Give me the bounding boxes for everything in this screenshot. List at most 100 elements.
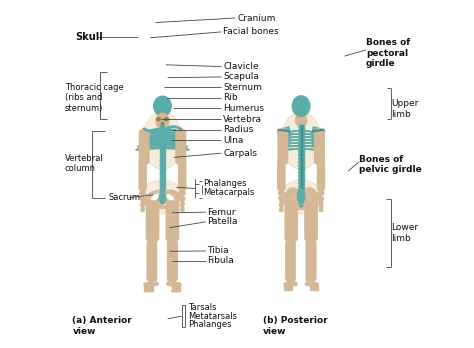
Bar <box>280 197 283 206</box>
Bar <box>182 206 183 211</box>
Ellipse shape <box>161 136 164 138</box>
Ellipse shape <box>152 194 173 205</box>
Ellipse shape <box>140 191 146 195</box>
Text: Metatarsals: Metatarsals <box>188 311 237 321</box>
Ellipse shape <box>150 278 155 281</box>
Ellipse shape <box>299 140 303 142</box>
Bar <box>320 206 321 211</box>
FancyBboxPatch shape <box>285 201 297 241</box>
Text: Clavicle: Clavicle <box>223 62 259 71</box>
Bar <box>140 197 145 205</box>
Ellipse shape <box>161 126 164 128</box>
Ellipse shape <box>150 291 151 292</box>
Ellipse shape <box>161 130 164 133</box>
Text: Cranium: Cranium <box>237 14 275 23</box>
Ellipse shape <box>142 128 146 133</box>
Bar <box>173 285 175 291</box>
Ellipse shape <box>289 236 294 240</box>
Bar <box>160 124 164 195</box>
Ellipse shape <box>309 236 314 240</box>
Text: Vertebra: Vertebra <box>223 115 262 124</box>
Ellipse shape <box>303 199 307 203</box>
Ellipse shape <box>161 128 164 130</box>
Ellipse shape <box>299 143 303 146</box>
Bar <box>280 206 283 211</box>
Ellipse shape <box>318 191 324 195</box>
Bar <box>301 192 302 195</box>
Bar <box>301 178 302 181</box>
Ellipse shape <box>299 179 304 181</box>
Bar <box>179 285 180 291</box>
Bar <box>301 129 302 132</box>
Bar <box>181 206 184 211</box>
Bar <box>301 143 302 146</box>
Ellipse shape <box>299 202 303 204</box>
Ellipse shape <box>299 182 304 184</box>
Ellipse shape <box>284 283 294 286</box>
Bar <box>301 188 302 191</box>
Ellipse shape <box>299 147 303 149</box>
Text: Sacrum: Sacrum <box>109 193 141 202</box>
Bar <box>146 285 148 291</box>
Ellipse shape <box>161 147 164 149</box>
Ellipse shape <box>156 113 169 129</box>
Ellipse shape <box>300 129 303 131</box>
Ellipse shape <box>299 126 303 128</box>
Ellipse shape <box>164 199 168 203</box>
Ellipse shape <box>309 283 318 286</box>
Text: Facial bones: Facial bones <box>223 27 279 37</box>
FancyBboxPatch shape <box>146 201 159 241</box>
Bar <box>142 206 144 211</box>
Bar <box>141 206 144 211</box>
Ellipse shape <box>164 118 168 121</box>
Ellipse shape <box>285 188 301 209</box>
Ellipse shape <box>152 291 153 292</box>
Ellipse shape <box>281 128 285 133</box>
Ellipse shape <box>145 291 146 292</box>
Bar <box>301 167 302 170</box>
Ellipse shape <box>317 128 322 133</box>
FancyBboxPatch shape <box>286 240 295 281</box>
Bar <box>301 153 302 156</box>
Ellipse shape <box>144 283 155 286</box>
FancyBboxPatch shape <box>173 242 177 280</box>
Text: Scapula: Scapula <box>223 72 259 81</box>
Polygon shape <box>312 127 325 146</box>
FancyBboxPatch shape <box>278 130 288 164</box>
FancyBboxPatch shape <box>179 162 184 190</box>
Text: Bones of
pelvic girdle: Bones of pelvic girdle <box>359 155 422 174</box>
Ellipse shape <box>300 132 303 134</box>
Ellipse shape <box>161 138 164 141</box>
Ellipse shape <box>161 133 164 135</box>
Ellipse shape <box>159 192 166 203</box>
Ellipse shape <box>298 193 304 195</box>
Bar <box>318 197 323 205</box>
FancyBboxPatch shape <box>166 201 179 241</box>
Bar <box>161 130 164 150</box>
Bar <box>301 150 302 153</box>
Bar <box>281 197 282 205</box>
Bar <box>320 197 322 205</box>
Ellipse shape <box>281 111 321 169</box>
Ellipse shape <box>300 137 303 139</box>
Ellipse shape <box>280 180 322 214</box>
Bar <box>301 146 302 149</box>
Bar <box>181 197 184 206</box>
Ellipse shape <box>300 126 303 128</box>
Ellipse shape <box>279 187 284 191</box>
FancyBboxPatch shape <box>286 242 291 280</box>
Text: Skull: Skull <box>75 32 102 42</box>
Bar <box>289 285 290 290</box>
Bar <box>142 197 144 205</box>
Ellipse shape <box>151 238 154 241</box>
Text: Ulna: Ulna <box>223 135 244 144</box>
Ellipse shape <box>161 185 164 188</box>
Bar <box>301 171 302 174</box>
Bar <box>287 285 289 290</box>
Ellipse shape <box>161 181 164 183</box>
Bar <box>301 174 302 177</box>
Text: (a) Anterior
view: (a) Anterior view <box>73 316 132 335</box>
Ellipse shape <box>154 96 171 116</box>
Ellipse shape <box>170 283 181 286</box>
Ellipse shape <box>150 236 155 240</box>
